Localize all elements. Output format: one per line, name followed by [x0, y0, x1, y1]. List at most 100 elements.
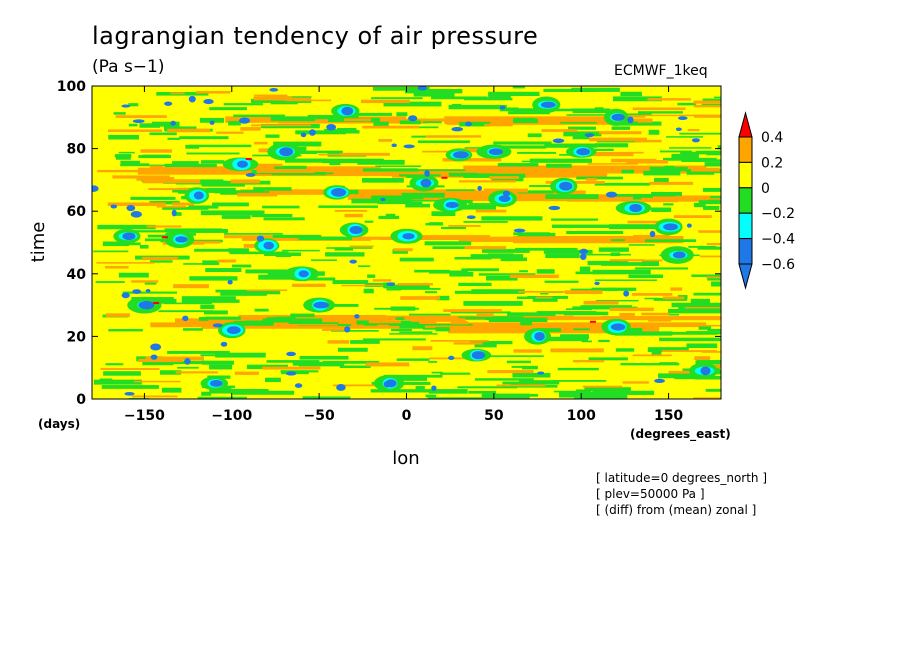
field-streak: [178, 189, 193, 194]
field-streak: [519, 270, 528, 273]
blob-core: [226, 326, 241, 335]
field-streak: [582, 385, 623, 388]
field-streak: [363, 322, 378, 326]
field-streak: [713, 364, 721, 369]
field-streak: [349, 245, 374, 248]
field-streak: [593, 153, 634, 157]
x-tick-label: 50: [484, 408, 504, 424]
field-streak: [687, 129, 700, 132]
field-streak: [372, 279, 392, 282]
field-streak: [680, 154, 693, 159]
y-tick-label: 100: [57, 79, 86, 95]
field-streak: [97, 169, 150, 173]
field-streak: [584, 387, 631, 392]
blob-core: [331, 188, 347, 197]
field-streak: [362, 338, 426, 341]
field-streak: [441, 226, 467, 230]
field-streak: [144, 238, 166, 242]
field-streak: [717, 145, 721, 150]
blob-core: [209, 379, 223, 387]
field-streak: [253, 96, 293, 101]
field-streak: [172, 161, 199, 165]
x-tick-label: −50: [304, 408, 335, 424]
field-streak: [598, 131, 642, 135]
blob-core: [445, 201, 459, 209]
field-streak: [632, 107, 686, 111]
field-streak: [662, 157, 717, 161]
field-streak: [709, 199, 721, 203]
field-streak: [406, 175, 415, 178]
field-streak: [647, 347, 689, 352]
field-streak: [262, 366, 321, 370]
field-streak: [643, 170, 681, 176]
blob-core: [611, 113, 625, 121]
field-streak: [450, 321, 469, 325]
field-streak: [197, 396, 248, 399]
field-streak: [695, 150, 721, 154]
field-streak: [172, 202, 195, 206]
field-streak: [149, 165, 164, 169]
field-streak: [424, 241, 472, 246]
blob-speck: [627, 116, 634, 124]
blob-core: [402, 233, 415, 240]
field-streak: [212, 202, 249, 207]
field-streak: [695, 360, 721, 365]
blob-speck: [269, 87, 279, 92]
field-streak: [669, 147, 712, 149]
plot-area: [92, 86, 721, 399]
field-streak: [101, 385, 159, 389]
field-streak: [563, 131, 602, 137]
field-streak: [405, 89, 463, 94]
blob-core: [663, 223, 678, 231]
blob-speck: [686, 223, 692, 228]
field-streak: [288, 322, 339, 326]
field-streak: [372, 86, 430, 91]
field-streak: [706, 276, 721, 279]
blob-speck: [677, 116, 688, 121]
field-streak: [468, 390, 497, 394]
field-streak: [552, 380, 607, 382]
field-streak: [529, 185, 553, 188]
field-streak: [450, 311, 511, 314]
field-streak: [608, 193, 653, 198]
chart-units: (Pa s−1): [92, 57, 165, 77]
field-streak: [507, 312, 556, 316]
field-streak: [694, 356, 711, 360]
field-streak: [693, 397, 721, 399]
field-streak: [272, 234, 321, 239]
field-streak: [648, 129, 660, 135]
field-streak: [454, 290, 487, 294]
blob-speck: [675, 127, 682, 132]
colorbar-label: −0.6: [761, 257, 795, 273]
x-tick-label: −150: [124, 408, 165, 424]
field-streak: [148, 188, 206, 191]
field-streak: [671, 302, 721, 308]
field-streak: [674, 374, 714, 380]
field-streak: [276, 316, 296, 320]
blob-speck: [132, 289, 142, 295]
field-streak: [181, 296, 236, 301]
blob-speck: [212, 323, 223, 328]
field-streak: [265, 134, 280, 138]
field-streak: [643, 114, 702, 117]
field-streak: [621, 169, 635, 174]
field-streak: [266, 360, 320, 363]
blob-speck: [513, 228, 526, 233]
field-streak: [108, 134, 140, 140]
field-streak: [714, 96, 721, 99]
field-streak: [385, 213, 396, 218]
blob-speck: [300, 132, 307, 138]
x-tick-label: 0: [402, 408, 412, 424]
field-streak: [659, 337, 721, 342]
field-streak: [457, 386, 518, 389]
field-streak: [144, 282, 157, 285]
field-streak: [451, 103, 462, 108]
field-streak: [310, 259, 338, 261]
field-streak: [177, 366, 199, 369]
field-streak: [502, 381, 553, 385]
field-streak: [201, 160, 225, 164]
field-streak: [307, 277, 336, 281]
field-streak: [339, 365, 371, 369]
field-streak: [115, 155, 131, 160]
field-streak: [364, 220, 374, 223]
